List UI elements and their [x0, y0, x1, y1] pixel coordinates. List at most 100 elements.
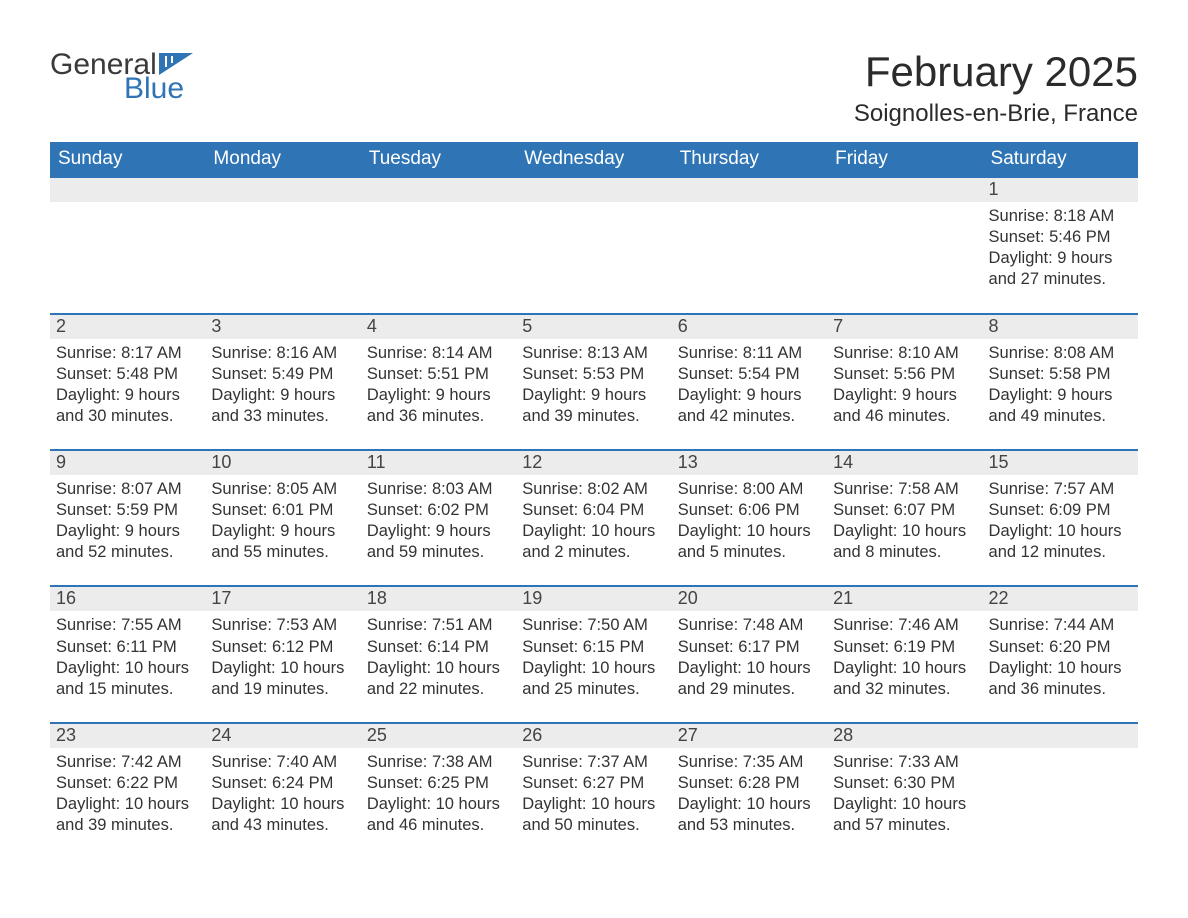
day-of-week-cell: Monday	[205, 142, 360, 178]
day-details: Sunrise: 7:33 AMSunset: 6:30 PMDaylight:…	[827, 748, 982, 836]
day-details	[983, 748, 1138, 836]
daylight-text: Daylight: 9 hours and 52 minutes.	[56, 521, 199, 563]
daylight-text: Daylight: 10 hours and 12 minutes.	[989, 521, 1132, 563]
day-details-row: Sunrise: 8:07 AMSunset: 5:59 PMDaylight:…	[50, 475, 1138, 563]
day-details-row: Sunrise: 7:42 AMSunset: 6:22 PMDaylight:…	[50, 748, 1138, 836]
daylight-text: Daylight: 10 hours and 57 minutes.	[833, 794, 976, 836]
day-details: Sunrise: 7:44 AMSunset: 6:20 PMDaylight:…	[983, 611, 1138, 699]
sunset-text: Sunset: 6:24 PM	[211, 773, 354, 794]
week-row: 1Sunrise: 8:18 AMSunset: 5:46 PMDaylight…	[50, 178, 1138, 290]
day-number: 20	[672, 587, 827, 611]
sunrise-text: Sunrise: 7:37 AM	[522, 752, 665, 773]
day-details: Sunrise: 7:58 AMSunset: 6:07 PMDaylight:…	[827, 475, 982, 563]
day-details: Sunrise: 7:48 AMSunset: 6:17 PMDaylight:…	[672, 611, 827, 699]
day-details: Sunrise: 8:05 AMSunset: 6:01 PMDaylight:…	[205, 475, 360, 563]
daylight-text: Daylight: 10 hours and 5 minutes.	[678, 521, 821, 563]
day-number: 16	[50, 587, 205, 611]
sunrise-text: Sunrise: 7:46 AM	[833, 615, 976, 636]
sunrise-text: Sunrise: 7:33 AM	[833, 752, 976, 773]
sunrise-text: Sunrise: 8:16 AM	[211, 343, 354, 364]
sunset-text: Sunset: 6:20 PM	[989, 637, 1132, 658]
day-details: Sunrise: 7:46 AMSunset: 6:19 PMDaylight:…	[827, 611, 982, 699]
daylight-text: Daylight: 9 hours and 49 minutes.	[989, 385, 1132, 427]
day-details: Sunrise: 8:18 AMSunset: 5:46 PMDaylight:…	[983, 202, 1138, 290]
day-details: Sunrise: 8:00 AMSunset: 6:06 PMDaylight:…	[672, 475, 827, 563]
brand-logo: General Blue	[50, 50, 193, 104]
day-number: 17	[205, 587, 360, 611]
daylight-text: Daylight: 10 hours and 15 minutes.	[56, 658, 199, 700]
sunset-text: Sunset: 6:15 PM	[522, 637, 665, 658]
sunset-text: Sunset: 5:51 PM	[367, 364, 510, 385]
daylight-text: Daylight: 9 hours and 36 minutes.	[367, 385, 510, 427]
day-details: Sunrise: 8:03 AMSunset: 6:02 PMDaylight:…	[361, 475, 516, 563]
day-number: 14	[827, 451, 982, 475]
daylight-text: Daylight: 10 hours and 22 minutes.	[367, 658, 510, 700]
sunrise-text: Sunrise: 7:50 AM	[522, 615, 665, 636]
sunrise-text: Sunrise: 7:57 AM	[989, 479, 1132, 500]
sunset-text: Sunset: 6:01 PM	[211, 500, 354, 521]
sunrise-text: Sunrise: 7:38 AM	[367, 752, 510, 773]
day-details: Sunrise: 7:53 AMSunset: 6:12 PMDaylight:…	[205, 611, 360, 699]
sunrise-text: Sunrise: 8:18 AM	[989, 206, 1132, 227]
sunrise-text: Sunrise: 8:02 AM	[522, 479, 665, 500]
daylight-text: Daylight: 10 hours and 39 minutes.	[56, 794, 199, 836]
day-number: 3	[205, 315, 360, 339]
sunrise-text: Sunrise: 8:00 AM	[678, 479, 821, 500]
day-details: Sunrise: 7:42 AMSunset: 6:22 PMDaylight:…	[50, 748, 205, 836]
day-details	[516, 202, 671, 290]
sunset-text: Sunset: 5:48 PM	[56, 364, 199, 385]
day-number	[516, 178, 671, 202]
day-details: Sunrise: 8:17 AMSunset: 5:48 PMDaylight:…	[50, 339, 205, 427]
sunset-text: Sunset: 6:14 PM	[367, 637, 510, 658]
week-row: 232425262728Sunrise: 7:42 AMSunset: 6:22…	[50, 722, 1138, 836]
day-number: 9	[50, 451, 205, 475]
day-details: Sunrise: 7:35 AMSunset: 6:28 PMDaylight:…	[672, 748, 827, 836]
day-number	[827, 178, 982, 202]
day-number	[983, 724, 1138, 748]
day-number	[205, 178, 360, 202]
sunrise-text: Sunrise: 8:07 AM	[56, 479, 199, 500]
sunrise-text: Sunrise: 8:17 AM	[56, 343, 199, 364]
day-details: Sunrise: 7:40 AMSunset: 6:24 PMDaylight:…	[205, 748, 360, 836]
day-details	[827, 202, 982, 290]
day-details: Sunrise: 8:02 AMSunset: 6:04 PMDaylight:…	[516, 475, 671, 563]
daylight-text: Daylight: 10 hours and 8 minutes.	[833, 521, 976, 563]
day-number: 25	[361, 724, 516, 748]
day-details: Sunrise: 8:10 AMSunset: 5:56 PMDaylight:…	[827, 339, 982, 427]
day-number: 18	[361, 587, 516, 611]
sunset-text: Sunset: 6:04 PM	[522, 500, 665, 521]
day-details: Sunrise: 7:55 AMSunset: 6:11 PMDaylight:…	[50, 611, 205, 699]
day-number: 27	[672, 724, 827, 748]
sunset-text: Sunset: 6:07 PM	[833, 500, 976, 521]
daylight-text: Daylight: 10 hours and 53 minutes.	[678, 794, 821, 836]
page: General Blue February 2025 Soignolles-en…	[0, 0, 1188, 876]
day-number	[361, 178, 516, 202]
header: General Blue February 2025 Soignolles-en…	[50, 50, 1138, 128]
sunset-text: Sunset: 6:25 PM	[367, 773, 510, 794]
day-of-week-cell: Saturday	[983, 142, 1138, 178]
sunrise-text: Sunrise: 8:14 AM	[367, 343, 510, 364]
week-row: 2345678Sunrise: 8:17 AMSunset: 5:48 PMDa…	[50, 313, 1138, 427]
sunset-text: Sunset: 5:46 PM	[989, 227, 1132, 248]
sunrise-text: Sunrise: 7:51 AM	[367, 615, 510, 636]
sunset-text: Sunset: 5:54 PM	[678, 364, 821, 385]
daylight-text: Daylight: 9 hours and 42 minutes.	[678, 385, 821, 427]
day-number: 23	[50, 724, 205, 748]
day-of-week-cell: Tuesday	[361, 142, 516, 178]
sunset-text: Sunset: 6:11 PM	[56, 637, 199, 658]
daylight-text: Daylight: 9 hours and 39 minutes.	[522, 385, 665, 427]
sunset-text: Sunset: 5:59 PM	[56, 500, 199, 521]
day-of-week-cell: Wednesday	[516, 142, 671, 178]
daylight-text: Daylight: 10 hours and 50 minutes.	[522, 794, 665, 836]
daylight-text: Daylight: 10 hours and 32 minutes.	[833, 658, 976, 700]
sunrise-text: Sunrise: 8:13 AM	[522, 343, 665, 364]
weeks-container: 1Sunrise: 8:18 AMSunset: 5:46 PMDaylight…	[50, 178, 1138, 836]
day-of-week-cell: Thursday	[672, 142, 827, 178]
day-details	[50, 202, 205, 290]
day-number: 15	[983, 451, 1138, 475]
daylight-text: Daylight: 10 hours and 43 minutes.	[211, 794, 354, 836]
day-details: Sunrise: 8:08 AMSunset: 5:58 PMDaylight:…	[983, 339, 1138, 427]
title-block: February 2025 Soignolles-en-Brie, France	[854, 50, 1138, 128]
sunrise-text: Sunrise: 8:11 AM	[678, 343, 821, 364]
sunset-text: Sunset: 6:19 PM	[833, 637, 976, 658]
